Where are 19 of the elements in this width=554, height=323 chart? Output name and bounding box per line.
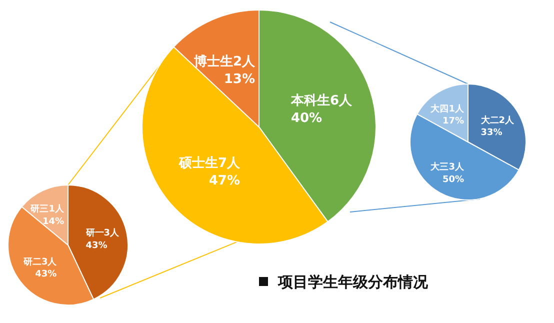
slice-label: 大四1人 — [430, 103, 465, 114]
data-label: 13% — [224, 72, 255, 87]
data-label: 33% — [480, 128, 502, 138]
data-label: 47% — [208, 174, 240, 189]
text: 项目学生年级分布情况 — [277, 273, 429, 291]
data-label: 17% — [442, 116, 464, 126]
data-label: 43% — [35, 270, 57, 280]
slice-label: 研一3人 — [84, 228, 120, 239]
slice-label: 本科生6人 — [290, 94, 353, 109]
slice-label: 研三1人 — [30, 204, 65, 215]
slice-label: 硕士生7人 — [178, 156, 241, 171]
data-label: 14% — [42, 216, 64, 227]
slice-label: 大二2人 — [480, 115, 516, 126]
slice-label: 研二3人 — [22, 256, 58, 268]
data-label: 43% — [86, 240, 108, 251]
data-label: 50% — [442, 174, 464, 185]
slice-label: 博士生2人 — [192, 53, 256, 70]
slice-label: 大三3人 — [430, 162, 465, 173]
data-label: 40% — [290, 111, 322, 126]
